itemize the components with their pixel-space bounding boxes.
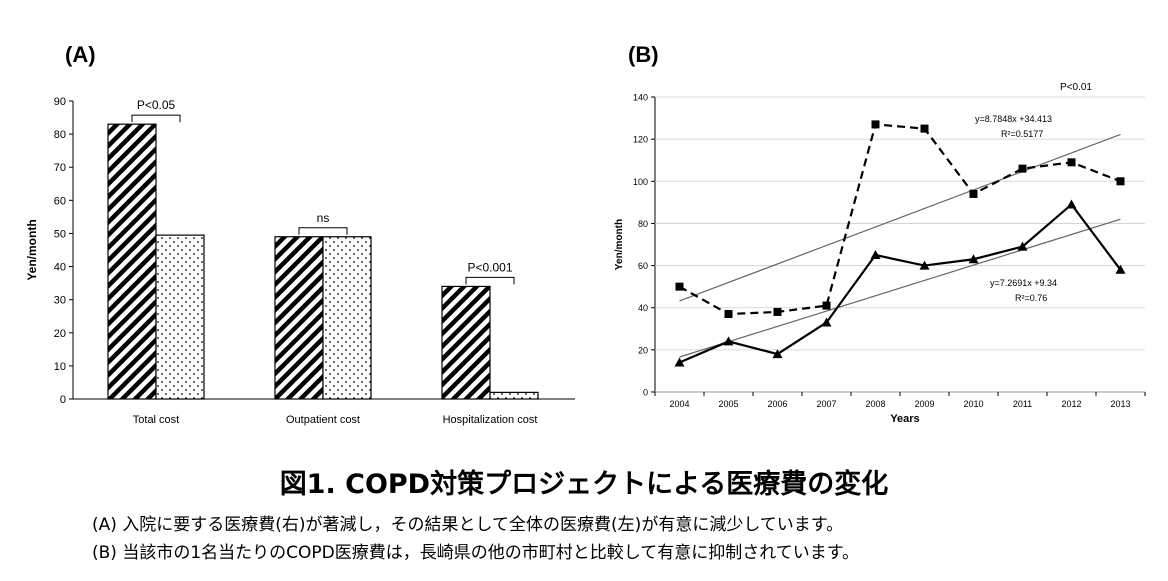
y-tick-label: 100 (633, 177, 648, 187)
y-tick-label: 120 (633, 135, 648, 145)
y-tick-label: 20 (54, 328, 66, 340)
triangle-marker (1066, 199, 1077, 209)
triangle-marker (968, 254, 979, 264)
p-value-label: P<0.01 (1060, 82, 1092, 93)
triangle-marker (1017, 241, 1028, 251)
trendline (679, 218, 1121, 358)
bar-hatched (441, 285, 491, 400)
series-line-dashed (678, 123, 1121, 316)
triangle-marker (919, 260, 930, 270)
square-marker (675, 282, 684, 291)
significance-label: P<0.05 (137, 98, 176, 112)
figure-caption-title: 図1. COPD対策プロジェクトによる医療費の変化 (279, 469, 889, 500)
y-tick-label: 80 (54, 129, 66, 141)
y-tick-label: 50 (54, 228, 66, 240)
significance-bracket (131, 114, 181, 123)
y-tick-label: 70 (54, 162, 66, 174)
square-marker (1067, 158, 1076, 167)
significance-bracket (465, 276, 515, 285)
y-axis-label: Yen/month (614, 219, 625, 270)
square-marker (1018, 164, 1027, 173)
trend-equation-2: y=7.2691x +9.34 (990, 278, 1057, 288)
x-category-label: Outpatient cost (286, 414, 360, 426)
y-tick-label: 80 (638, 219, 648, 229)
caption-line-a: (A) 入院に要する医療費(右)が著減し，その結果として全体の医療費(左)が有意… (92, 515, 844, 535)
significance-label: ns (317, 211, 330, 225)
bar-hatched (107, 123, 157, 400)
square-marker (773, 307, 782, 316)
x-category-label: Hospitalization cost (443, 414, 538, 426)
trend-r2-1: R²=0.5177 (1001, 129, 1043, 139)
y-tick-label: 60 (638, 261, 648, 271)
y-tick-label: 40 (638, 303, 648, 313)
y-tick-label: 0 (60, 394, 66, 406)
y-tick-label: 40 (54, 262, 66, 274)
x-tick-label: 2009 (914, 399, 934, 409)
x-tick-label: 2004 (669, 399, 689, 409)
triangle-marker (821, 317, 832, 327)
square-marker (969, 189, 978, 198)
bar-chart: 0 10 20 30 40 50 60 70 80 90 Yen/month Total cost Ou… (25, 96, 575, 426)
y-tick-label: 10 (54, 361, 66, 373)
bar-dotted (322, 236, 372, 400)
y-tick-label: 30 (54, 295, 66, 307)
y-tick-label: 0 (643, 388, 648, 398)
significance-bracket (298, 227, 348, 235)
y-tick-label: 140 (633, 93, 648, 103)
series-line-solid (679, 202, 1122, 364)
y-axis-label: Yen/month (25, 219, 39, 280)
x-category-label: Total cost (133, 414, 179, 426)
x-tick-label: 2012 (1061, 399, 1081, 409)
trend-r2-2: R²=0.76 (1015, 293, 1047, 303)
triangle-marker (723, 336, 734, 346)
x-axis-label: Years (890, 413, 919, 425)
square-marker (822, 301, 831, 310)
trendline (679, 133, 1121, 302)
y-tick-label: 90 (54, 96, 66, 108)
square-marker (871, 120, 880, 129)
x-tick-label: 2007 (816, 399, 836, 409)
triangle-marker (1115, 264, 1126, 274)
bar-dotted (489, 391, 539, 400)
square-marker (920, 124, 929, 133)
bar-dotted (155, 234, 205, 400)
y-tick-label: 20 (638, 345, 648, 355)
x-tick-label: 2011 (1013, 399, 1032, 409)
x-tick-label: 2005 (718, 399, 738, 409)
triangle-marker (772, 349, 783, 359)
panel-b-label: (B) (628, 42, 659, 67)
x-tick-label: 2010 (963, 399, 983, 409)
y-tick-label: 60 (54, 195, 66, 207)
x-tick-label: 2008 (865, 399, 885, 409)
square-marker (724, 310, 733, 319)
x-tick-label: 2006 (767, 399, 787, 409)
line-chart: 0 20 40 60 80 100 120 140 2004 2005 2006 2007 2008 20… (614, 82, 1146, 425)
triangle-marker (870, 250, 881, 260)
x-tick-label: 2013 (1110, 399, 1130, 409)
significance-label: P<0.001 (467, 260, 512, 274)
caption-line-b: (B) 当該市の1名当たりのCOPD医療費は，長崎県の他の市町村と比較して有意に… (92, 543, 860, 563)
triangle-marker (674, 357, 685, 367)
trend-equation-1: y=8.7848x +34.413 (975, 114, 1052, 124)
square-marker (1116, 177, 1125, 186)
bar-hatched (274, 236, 324, 400)
panel-a-label: (A) (65, 42, 96, 67)
